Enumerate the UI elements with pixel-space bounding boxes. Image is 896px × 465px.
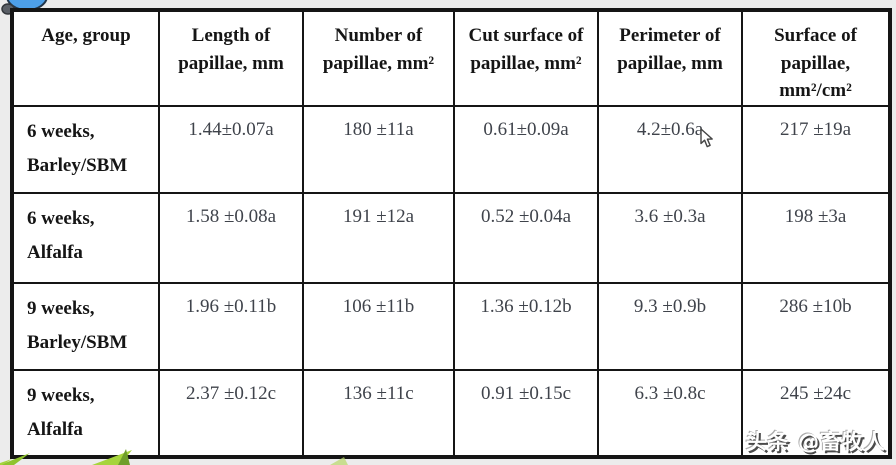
cell-perimeter: 3.6 ±0.3a [597,191,743,284]
cell-surface: 286 ±10b [741,281,891,371]
cell-perimeter: 9.3 ±0.9b [597,281,743,371]
cell-group: 9 weeks, Barley/SBM [11,281,160,371]
cell-length: 2.37 ±0.12c [158,368,304,458]
cell-perimeter: 4.2±0.6a [597,104,743,194]
group-line2: Barley/SBM [27,154,128,176]
header-surface: Surface of papillae, mm²/cm² [741,9,891,107]
cell-group: 6 weeks, Alfalfa [11,191,160,284]
cell-surface: 245 ±24c [741,368,891,458]
leaf-decoration-icon [0,449,348,465]
cell-number: 106 ±11b [302,281,455,371]
table-row: 9 weeks, Barley/SBM 1.96 ±0.11b 106 ±11b… [11,281,891,371]
group-line1: 6 weeks, [27,120,95,142]
cell-number: 180 ±11a [302,104,455,194]
group-line2: Barley/SBM [27,331,128,353]
header-perimeter: Perimeter of papillae, mm [597,9,743,107]
group-line1: 9 weeks, [27,384,95,406]
header-cut-surface: Cut surface of papillae, mm² [453,9,599,107]
table-row: 6 weeks, Barley/SBM 1.44±0.07a 180 ±11a … [11,104,891,194]
papillae-measurements-table: Age, group Length of papillae, mm Number… [10,8,892,459]
cell-cut-surface: 0.52 ±0.04a [453,191,599,284]
mouse-cursor-icon [700,128,713,148]
cell-cut-surface: 1.36 ±0.12b [453,281,599,371]
header-number: Number of papillae, mm² [302,9,455,107]
watermark-text: 头条 @畜牧人 [745,430,886,454]
cell-surface: 217 ±19a [741,104,891,194]
header-age-group: Age, group [11,9,160,107]
table-header-row: Age, group Length of papillae, mm Number… [11,9,891,107]
cell-length: 1.58 ±0.08a [158,191,304,284]
cell-cut-surface: 0.61±0.09a [453,104,599,194]
cell-number: 191 ±12a [302,191,455,284]
table-row: 9 weeks, Alfalfa 2.37 ±0.12c 136 ±11c 0.… [11,368,891,458]
group-line1: 6 weeks, [27,207,95,229]
group-line2: Alfalfa [27,418,83,440]
cell-group: 6 weeks, Barley/SBM [11,104,160,194]
cell-length: 1.44±0.07a [158,104,304,194]
group-line2: Alfalfa [27,241,83,263]
cell-cut-surface: 0.91 ±0.15c [453,368,599,458]
cell-perimeter: 6.3 ±0.8c [597,368,743,458]
cell-group: 9 weeks, Alfalfa [11,368,160,458]
cell-length: 1.96 ±0.11b [158,281,304,371]
group-line1: 9 weeks, [27,297,95,319]
table-row: 6 weeks, Alfalfa 1.58 ±0.08a 191 ±12a 0.… [11,191,891,284]
cell-surface: 198 ±3a [741,191,891,284]
header-length: Length of papillae, mm [158,9,304,107]
cell-number: 136 ±11c [302,368,455,458]
